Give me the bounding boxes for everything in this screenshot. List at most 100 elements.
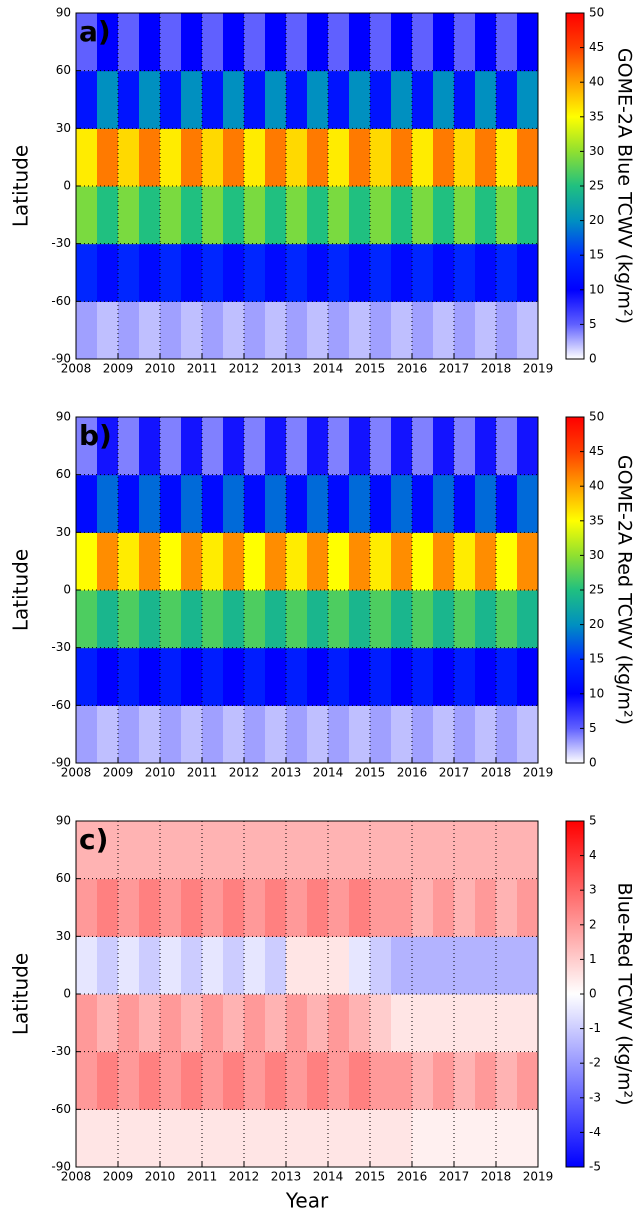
x-tick-label: 2016 (397, 1170, 428, 1184)
heatmap-cell (244, 474, 266, 533)
heatmap-cell (76, 878, 98, 937)
heatmap-cell (496, 243, 518, 302)
heatmap-cell (223, 1109, 245, 1168)
heatmap-cell (118, 878, 140, 937)
heatmap-cell (265, 128, 287, 187)
heatmap-cell (328, 186, 350, 245)
heatmap-cell (475, 1109, 497, 1168)
heatmap-cell (223, 1051, 245, 1110)
heatmap-cell (244, 647, 266, 706)
panel-label: b) (79, 419, 112, 452)
heatmap-cell (328, 13, 350, 72)
heatmap-cell (202, 1109, 224, 1168)
heatmap-cell (475, 878, 497, 937)
heatmap-cell (496, 301, 518, 360)
heatmap-cell (97, 878, 119, 937)
heatmap-cell (181, 936, 203, 995)
heatmap-cell (370, 301, 392, 360)
heatmap-cell (244, 243, 266, 302)
heatmap-cell (265, 474, 287, 533)
heatmap-cell (307, 994, 329, 1053)
colorbar-tick-label: 0 (589, 756, 597, 770)
heatmap-cell (349, 70, 371, 129)
x-tick-label: 2013 (271, 766, 302, 780)
heatmap-cell (118, 1109, 140, 1168)
heatmap-cell (223, 878, 245, 937)
y-axis-label: Latitude (9, 953, 33, 1035)
heatmap-cell (391, 994, 413, 1053)
heatmap-cell (286, 1109, 308, 1168)
heatmap-cell (139, 70, 161, 129)
heatmap-cell (517, 647, 539, 706)
heatmap-cell (76, 243, 98, 302)
colorbar-tick-label: 15 (589, 652, 604, 666)
heatmap-cell (349, 532, 371, 591)
heatmap-cell (391, 532, 413, 591)
heatmap-cell (349, 647, 371, 706)
heatmap-cell (517, 878, 539, 937)
heatmap-cell (496, 1109, 518, 1168)
heatmap-cell (181, 1109, 203, 1168)
heatmap-cell (181, 474, 203, 533)
heatmap-cell (412, 878, 434, 937)
heatmap-cell (517, 474, 539, 533)
heatmap-cell (370, 994, 392, 1053)
heatmap-cell (349, 878, 371, 937)
heatmap-cell (118, 647, 140, 706)
heatmap-cell (202, 186, 224, 245)
x-tick-label: 2008 (61, 1170, 92, 1184)
colorbar-tick-label: 35 (589, 513, 604, 527)
x-tick-label: 2015 (355, 362, 386, 376)
heatmap-cell (202, 936, 224, 995)
heatmap-cell (118, 243, 140, 302)
heatmap-cell (118, 128, 140, 187)
heatmap-cell (76, 301, 98, 360)
heatmap-cell (202, 243, 224, 302)
heatmap-cell (202, 994, 224, 1053)
heatmap-cell (496, 532, 518, 591)
heatmap-cell (97, 417, 119, 476)
colorbar-tick-label: 20 (589, 213, 604, 227)
colorbar-tick-label: 3 (589, 883, 597, 897)
heatmap-cell (244, 301, 266, 360)
heatmap-cell (475, 243, 497, 302)
plot-frame (75, 416, 539, 764)
heatmap-cell (391, 936, 413, 995)
heatmap-cell (496, 590, 518, 649)
x-tick-label: 2013 (271, 1170, 302, 1184)
heatmap-cell (202, 647, 224, 706)
heatmap-cell (265, 1051, 287, 1110)
heatmap-cell (328, 878, 350, 937)
heatmap-cell (454, 1051, 476, 1110)
x-tick-label: 2008 (61, 362, 92, 376)
heatmap-cell (139, 1051, 161, 1110)
x-tick-label: 2018 (481, 362, 512, 376)
heatmap-cell (412, 821, 434, 880)
heatmap-cell (160, 821, 182, 880)
y-tick-label: 90 (56, 6, 71, 20)
heatmap-cell (76, 1051, 98, 1110)
heatmap-cell (517, 821, 539, 880)
heatmap-cell (181, 417, 203, 476)
heatmap-cell (412, 474, 434, 533)
heatmap-cell (454, 186, 476, 245)
heatmap-cell (160, 936, 182, 995)
heatmap-cell (433, 474, 455, 533)
heatmap-cell (76, 821, 98, 880)
y-tick-label: 60 (56, 467, 71, 481)
heatmap-cell (139, 821, 161, 880)
heatmap-cell (223, 994, 245, 1053)
heatmap-cell (97, 70, 119, 129)
heatmap-cell (181, 243, 203, 302)
heatmap-cell (118, 186, 140, 245)
heatmap-cell (370, 186, 392, 245)
heatmap-cell (454, 70, 476, 129)
x-tick-label: 2012 (229, 362, 260, 376)
heatmap-cell (160, 70, 182, 129)
heatmap-cell (517, 590, 539, 649)
heatmap-cell (265, 590, 287, 649)
heatmap-cell (118, 705, 140, 764)
heatmap-cell (412, 590, 434, 649)
heatmap-cell (202, 821, 224, 880)
heatmap-cell (76, 128, 98, 187)
